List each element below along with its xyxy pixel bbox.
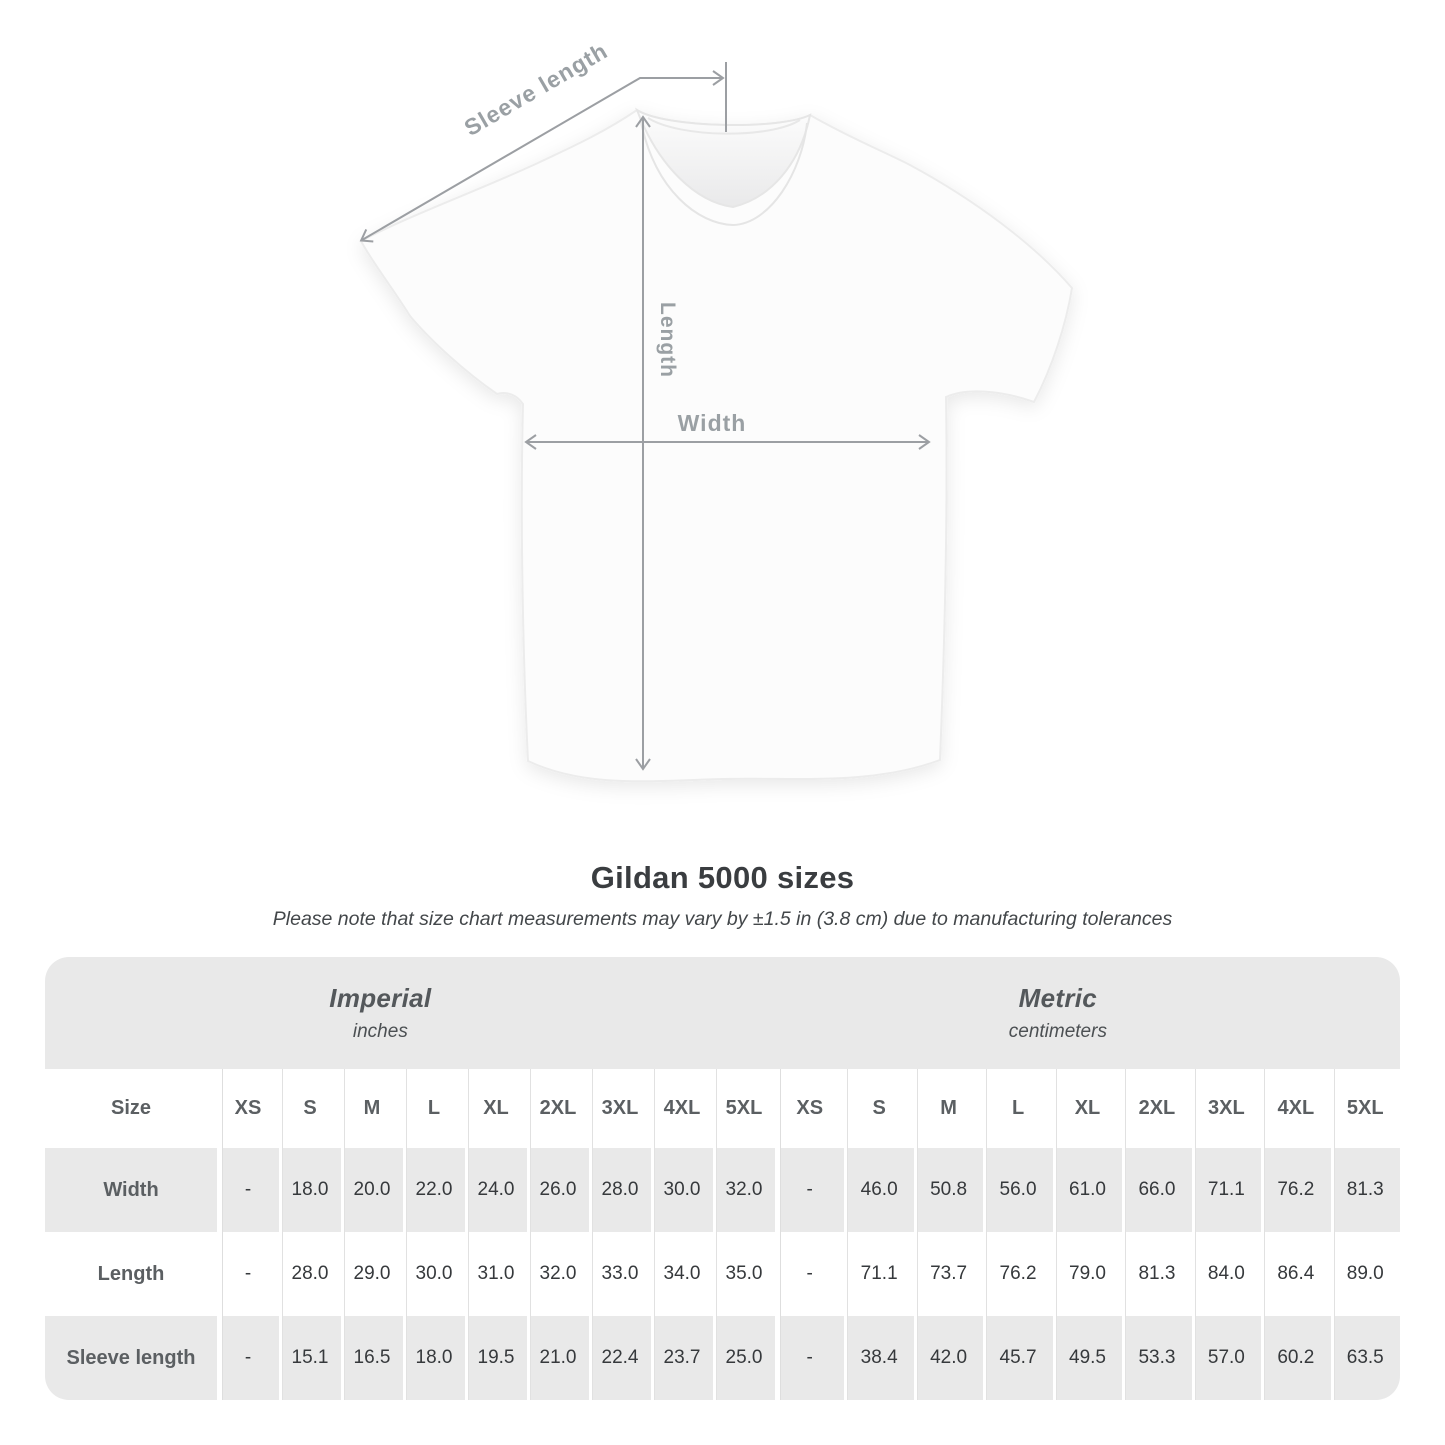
measurement-cell: 29.0 <box>341 1232 403 1316</box>
measurement-cell: 66.0 <box>1122 1148 1192 1232</box>
measurement-cell: 32.0 <box>713 1148 775 1232</box>
measurement-cell: 84.0 <box>1191 1232 1262 1316</box>
tshirt-graphic <box>359 107 1074 783</box>
measurement-annotations <box>359 62 931 771</box>
sleeve-length-label: Sleeve length <box>460 37 612 141</box>
measurement-cell: - <box>217 1232 279 1316</box>
measurement-cell: 28.0 <box>279 1232 341 1316</box>
size-column-header: Size <box>45 1069 217 1148</box>
measurement-cell: 61.0 <box>1052 1148 1123 1232</box>
measurement-cell: 53.3 <box>1122 1316 1192 1400</box>
tshirt-diagram-svg: Sleeve length Length Width <box>359 37 1074 783</box>
measurement-cell: 26.0 <box>527 1148 589 1232</box>
size-table-grid: Size XS S M L XL 2XL 3XL 4XL 5XL XS S M L XL 2XL 3XL 4XL 5… <box>45 1069 1400 1400</box>
size-col-header: L <box>983 1069 1053 1148</box>
length-label: Length <box>656 302 679 378</box>
tshirt-measurement-diagram: Sleeve length Length Width <box>359 37 1074 783</box>
size-col-header: 5XL <box>713 1069 775 1148</box>
measurement-cell: 81.3 <box>1122 1232 1192 1316</box>
measurement-cell: 22.0 <box>403 1148 465 1232</box>
metric-sublabel: centimeters <box>1008 1021 1107 1042</box>
measurement-cell: 19.5 <box>465 1316 527 1400</box>
measurement-cell: - <box>775 1148 845 1232</box>
size-col-header: 4XL <box>1261 1069 1331 1148</box>
measurement-cell: 25.0 <box>713 1316 775 1400</box>
measurement-cell: 20.0 <box>341 1148 403 1232</box>
size-col-header: 2XL <box>1122 1069 1192 1148</box>
sleeve-length-line <box>359 70 725 243</box>
measurement-cell: 21.0 <box>527 1316 589 1400</box>
row-label: Width <box>45 1148 217 1232</box>
unit-header: Imperial inches Metric centimeters <box>45 957 1400 1069</box>
metric-label: Metric <box>1018 983 1098 1013</box>
measurement-cell: 31.0 <box>465 1232 527 1316</box>
size-col-header: 2XL <box>527 1069 589 1148</box>
size-col-header: 3XL <box>589 1069 651 1148</box>
width-label: Width <box>678 410 747 436</box>
size-col-header: 5XL <box>1330 1069 1400 1148</box>
measurement-cell: 35.0 <box>713 1232 775 1316</box>
size-col-header: XS <box>217 1069 279 1148</box>
measurement-cell: 81.3 <box>1330 1148 1400 1232</box>
measurement-cell: 33.0 <box>589 1232 651 1316</box>
measurement-cell: 16.5 <box>341 1316 403 1400</box>
measurement-cell: 56.0 <box>983 1148 1053 1232</box>
measurement-cell: 71.1 <box>844 1232 914 1316</box>
measurement-cell: 30.0 <box>403 1232 465 1316</box>
measurement-cell: 32.0 <box>527 1232 589 1316</box>
measurement-cell: 57.0 <box>1191 1316 1262 1400</box>
measurement-cell: 76.2 <box>983 1232 1053 1316</box>
size-col-header: 4XL <box>651 1069 713 1148</box>
imperial-label: Imperial <box>329 983 432 1013</box>
measurement-cell: 18.0 <box>403 1316 465 1400</box>
measurement-cell: 46.0 <box>844 1148 914 1232</box>
measurement-cell: 22.4 <box>589 1316 651 1400</box>
measurement-cell: 73.7 <box>913 1232 984 1316</box>
page-title: Gildan 5000 sizes <box>590 860 855 895</box>
measurement-cell: 34.0 <box>651 1232 713 1316</box>
measurement-cell: 71.1 <box>1191 1148 1262 1232</box>
row-label: Sleeve length <box>45 1316 217 1400</box>
measurement-cell: 86.4 <box>1261 1232 1331 1316</box>
measurement-cell: 89.0 <box>1330 1232 1400 1316</box>
measurement-cell: - <box>775 1316 845 1400</box>
measurement-cell: 38.4 <box>844 1316 914 1400</box>
size-col-header: M <box>913 1069 984 1148</box>
size-col-header: XL <box>1052 1069 1123 1148</box>
measurement-cell: 30.0 <box>651 1148 713 1232</box>
size-tolerance-note: Please note that size chart measurements… <box>272 908 1173 930</box>
measurement-cell: 15.1 <box>279 1316 341 1400</box>
row-label: Length <box>45 1232 217 1316</box>
measurement-cell: 24.0 <box>465 1148 527 1232</box>
measurement-cell: - <box>217 1148 279 1232</box>
size-col-header: XL <box>465 1069 527 1148</box>
measurement-cell: 42.0 <box>913 1316 984 1400</box>
measurement-cell: 23.7 <box>651 1316 713 1400</box>
size-col-header: L <box>403 1069 465 1148</box>
measurement-cell: - <box>217 1316 279 1400</box>
size-col-header: M <box>341 1069 403 1148</box>
measurement-cell: 45.7 <box>983 1316 1053 1400</box>
size-col-header: S <box>844 1069 914 1148</box>
measurement-cell: 18.0 <box>279 1148 341 1232</box>
size-col-header: 3XL <box>1191 1069 1262 1148</box>
measurement-cell: - <box>775 1232 845 1316</box>
size-col-header: S <box>279 1069 341 1148</box>
imperial-header: Imperial inches <box>45 957 716 1069</box>
measurement-cell: 49.5 <box>1052 1316 1123 1400</box>
measurement-cell: 76.2 <box>1261 1148 1331 1232</box>
size-col-header: XS <box>775 1069 845 1148</box>
metric-header: Metric centimeters <box>716 957 1400 1069</box>
measurement-cell: 63.5 <box>1330 1316 1400 1400</box>
measurement-cell: 60.2 <box>1261 1316 1331 1400</box>
imperial-sublabel: inches <box>352 1021 408 1042</box>
size-table: Imperial inches Metric centimeters Size X… <box>45 957 1400 1400</box>
measurement-cell: 79.0 <box>1052 1232 1123 1316</box>
measurement-cell: 28.0 <box>589 1148 651 1232</box>
measurement-cell: 50.8 <box>913 1148 984 1232</box>
